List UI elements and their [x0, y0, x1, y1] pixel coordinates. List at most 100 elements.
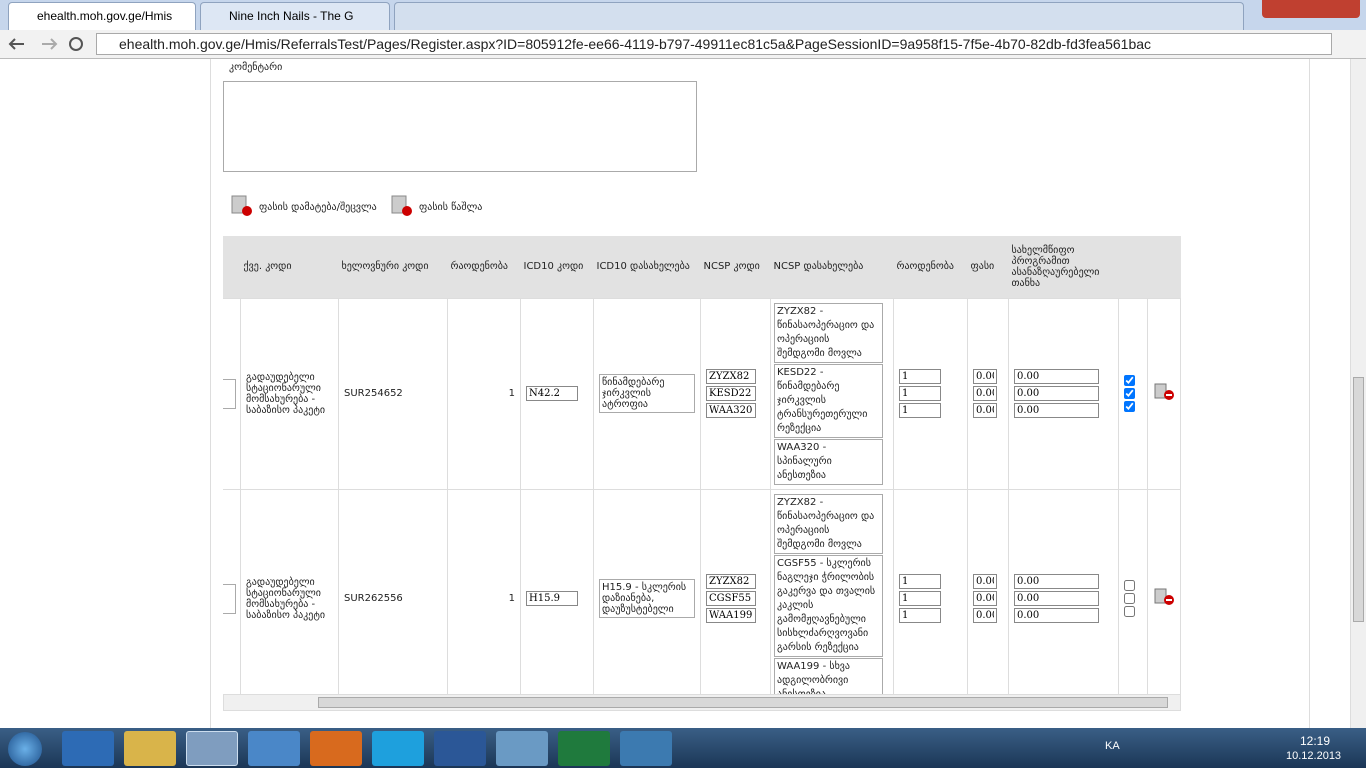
price-input[interactable] [973, 386, 997, 401]
procedure-code-input[interactable] [706, 608, 756, 623]
comment-input[interactable] [223, 81, 697, 172]
icd-code-input[interactable] [526, 386, 578, 401]
price-input[interactable] [973, 369, 997, 384]
scroll-thumb[interactable] [318, 697, 1168, 708]
cell [893, 297, 968, 490]
app-viewer[interactable] [620, 731, 672, 766]
cell: ZYZX82 - წინასაოპერაციო და ოპერაციის შემ… [770, 297, 894, 490]
quantity-input[interactable] [899, 591, 941, 606]
icd-name: H15.9 - სკლერის დაზიანება, დაუზუსტებელი [599, 579, 695, 618]
cell [1118, 297, 1148, 490]
app-word[interactable] [434, 731, 486, 766]
amount-input[interactable] [1014, 608, 1099, 623]
app-skype[interactable] [372, 731, 424, 766]
procedure-name: WAA199 - სხვა ადგილობრივი ანესთეზია [774, 657, 883, 694]
procedure-code-input[interactable] [706, 369, 756, 384]
procedure-code-input[interactable] [706, 403, 756, 418]
language-indicator[interactable]: KA [1105, 740, 1120, 752]
cell [700, 488, 771, 694]
amount-input[interactable] [1014, 574, 1099, 589]
nav-buttons[interactable] [6, 34, 86, 54]
cut-input [223, 583, 236, 614]
cell [1008, 297, 1119, 490]
app-explorer[interactable] [124, 731, 176, 766]
add-icon[interactable] [231, 195, 253, 217]
remove-row-icon[interactable] [1153, 588, 1175, 606]
start-button[interactable] [8, 732, 42, 766]
comment-label: კომენტარი [229, 62, 283, 73]
table-row: გადაუდებელი სტაციონარული მომსახურება - ს… [223, 488, 1181, 694]
column-header: ICD10 კოდი [520, 236, 594, 298]
app-ie[interactable] [62, 731, 114, 766]
app-media[interactable] [248, 731, 300, 766]
cell [520, 297, 594, 490]
app-paint[interactable] [496, 731, 548, 766]
cell [967, 297, 1009, 490]
clock-time[interactable]: 12:19 [1300, 734, 1331, 748]
cell [1147, 488, 1181, 694]
scroll-thumb[interactable] [1353, 377, 1364, 622]
procedure-code-input[interactable] [706, 386, 756, 401]
column-header [1118, 236, 1148, 298]
amount-input[interactable] [1014, 369, 1099, 384]
approval-checkbox[interactable] [1124, 606, 1135, 617]
window-controls[interactable] [1262, 0, 1360, 18]
amount-input[interactable] [1014, 403, 1099, 418]
page-content [210, 59, 1310, 728]
price-input[interactable] [973, 608, 997, 623]
clock-date[interactable]: 10.12.2013 [1286, 750, 1342, 762]
add-price-button[interactable]: ფასის დამატება/შეცვლა [259, 202, 377, 213]
approval-checkbox[interactable] [1124, 388, 1135, 399]
approval-checkbox[interactable] [1124, 580, 1135, 591]
quantity-input[interactable] [899, 608, 941, 623]
quantity-cell: 1 [447, 297, 521, 490]
table-row: გადაუდებელი სტაციონარული მომსახურება - ს… [223, 297, 1181, 490]
tab[interactable]: Nine Inch Nails - The G [200, 2, 390, 30]
quantity-input[interactable] [899, 386, 941, 401]
tab-active[interactable]: ehealth.moh.gov.ge/Hmis [8, 2, 196, 30]
icd-name: წინამდებარე ჯირკვლის ატროფია [599, 374, 695, 413]
delete-price-button[interactable]: ფასის წაშლა [419, 202, 483, 213]
tab-blurred[interactable] [394, 2, 1244, 30]
cell [967, 488, 1009, 694]
column-header: ქვე. კოდი [240, 236, 339, 298]
app-excel[interactable] [558, 731, 610, 766]
column-header: ფასი [967, 236, 1009, 298]
procedure-code-input[interactable] [706, 591, 756, 606]
amount-input[interactable] [1014, 591, 1099, 606]
quantity-input[interactable] [899, 574, 941, 589]
horizontal-scrollbar[interactable] [223, 694, 1181, 711]
column-header: ხელოვნური კოდი [338, 236, 448, 298]
cell [1147, 297, 1181, 490]
approval-checkbox[interactable] [1124, 375, 1135, 386]
approval-checkbox[interactable] [1124, 401, 1135, 412]
price-input[interactable] [973, 403, 997, 418]
tab-strip: ehealth.moh.gov.ge/Hmis Nine Inch Nails … [0, 0, 1366, 30]
procedure-code-input[interactable] [706, 574, 756, 589]
quantity-cell: 1 [447, 488, 521, 694]
cell [700, 297, 771, 490]
remove-row-icon[interactable] [1153, 383, 1175, 401]
price-input[interactable] [973, 591, 997, 606]
column-header: ICD10 დასახელება [593, 236, 701, 298]
approval-checkbox[interactable] [1124, 593, 1135, 604]
quantity-input[interactable] [899, 403, 941, 418]
delete-icon[interactable] [391, 195, 413, 217]
cell [520, 488, 594, 694]
amount-input[interactable] [1014, 386, 1099, 401]
price-input[interactable] [973, 574, 997, 589]
column-header: რაოდენობა [447, 236, 521, 298]
vertical-scrollbar[interactable] [1350, 59, 1366, 728]
column-header: სახელმწიფო პროგრამით ასანაზღაურებელი თან… [1008, 236, 1119, 298]
quantity-input[interactable] [899, 369, 941, 384]
cell [893, 488, 968, 694]
app-firefox[interactable] [310, 731, 362, 766]
icd-code-input[interactable] [526, 591, 578, 606]
address-bar[interactable]: ehealth.moh.gov.ge/Hmis/ReferralsTest/Pa… [96, 33, 1332, 55]
app-chrome[interactable] [186, 731, 238, 766]
